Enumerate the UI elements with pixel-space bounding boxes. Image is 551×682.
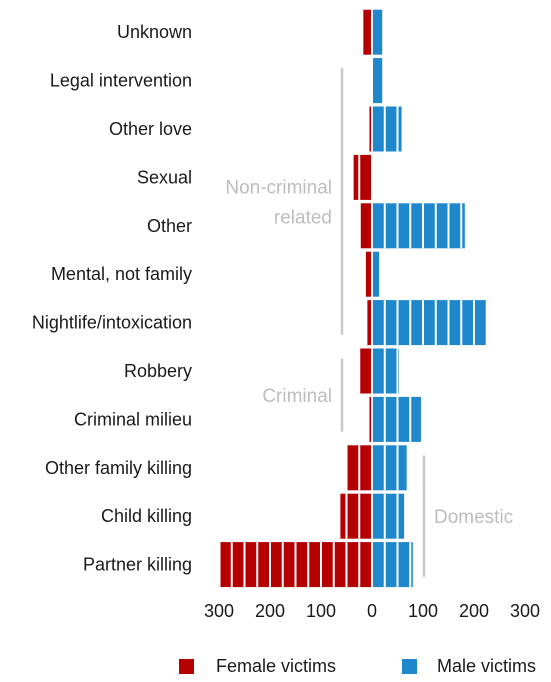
category-label: Other <box>147 216 192 236</box>
bar-male <box>372 203 465 249</box>
category-label: Child killing <box>101 506 192 526</box>
legend: Female victims Male victims <box>179 656 536 676</box>
category-label: Sexual <box>137 167 192 187</box>
x-axis-ticks: 300 200 100 0 100 200 300 <box>204 601 540 621</box>
group-label: Non-criminal <box>225 178 332 199</box>
bar-male <box>372 396 421 442</box>
category-label: Mental, not family <box>51 264 192 284</box>
legend-label: Male victims <box>437 656 536 676</box>
group-label: related <box>274 208 332 229</box>
group-label: Criminal <box>262 386 332 407</box>
bar-female <box>358 348 372 394</box>
bar-female <box>340 493 372 539</box>
legend-label: Female victims <box>216 656 336 676</box>
bar-female <box>367 300 372 346</box>
bar-female <box>360 203 372 249</box>
group-annotations: Non-criminal related Criminal Domestic <box>225 68 513 577</box>
legend-swatch <box>179 659 194 674</box>
x-tick-label: 100 <box>408 601 438 621</box>
category-label: Criminal milieu <box>74 409 192 429</box>
x-tick-label: 200 <box>459 601 489 621</box>
x-tick-label: 300 <box>510 601 540 621</box>
bar-male <box>372 9 383 55</box>
bar-male <box>372 493 405 539</box>
bar-female <box>363 9 372 55</box>
bar-male <box>372 445 407 491</box>
bar-female <box>353 154 372 200</box>
group-label: Domestic <box>434 507 513 528</box>
x-tick-label: 0 <box>367 601 377 621</box>
category-label: Nightlife/intoxication <box>32 313 192 333</box>
x-tick-label: 300 <box>204 601 234 621</box>
category-label: Partner killing <box>83 555 192 575</box>
category-label: Other love <box>109 119 192 139</box>
category-label: Legal intervention <box>50 71 192 91</box>
x-tick-label: 100 <box>306 601 336 621</box>
x-tick-label: 200 <box>255 601 285 621</box>
bar-male <box>372 542 413 588</box>
bar-male <box>372 58 383 104</box>
category-label: Other family killing <box>45 458 192 478</box>
bar-male <box>372 251 380 297</box>
category-label: Unknown <box>117 22 192 42</box>
bar-female <box>369 396 372 442</box>
bars <box>220 8 486 589</box>
category-label: Robbery <box>124 361 192 381</box>
bar-female <box>369 106 372 152</box>
bar-female <box>365 251 372 297</box>
bar-male <box>372 300 486 346</box>
category-labels: Unknown Legal intervention Other love Sexua… <box>32 22 192 574</box>
legend-swatch <box>402 659 417 674</box>
